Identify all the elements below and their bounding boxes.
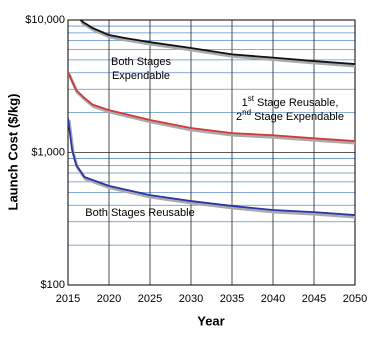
superscript: nd bbox=[242, 108, 251, 117]
annotation: Both Stages bbox=[111, 56, 171, 68]
annotation-text: 1 bbox=[242, 97, 248, 109]
x-tick-label: 2040 bbox=[261, 293, 285, 305]
annotation: 1st Stage Reusable, bbox=[242, 94, 339, 109]
superscript: st bbox=[248, 94, 255, 103]
annotation: Expendable bbox=[112, 70, 170, 82]
series-line bbox=[68, 71, 355, 142]
series-line bbox=[79, 20, 355, 65]
y-tick-label: $100 bbox=[41, 279, 65, 291]
x-tick-label: 2050 bbox=[343, 293, 367, 305]
y-axis-label: Launch Cost ($/kg) bbox=[5, 93, 20, 210]
x-tick-label: 2030 bbox=[179, 293, 203, 305]
y-tick-label: $1,000 bbox=[31, 146, 65, 158]
annotation-text: Expendable bbox=[112, 70, 170, 82]
x-tick-label: 2035 bbox=[220, 293, 244, 305]
series-group bbox=[68, 20, 355, 219]
y-tick-label: $10,000 bbox=[25, 14, 65, 26]
annotation: Both Stages Reusable bbox=[85, 207, 194, 219]
annotation-text: Stage Expendable bbox=[251, 111, 344, 123]
annotation-text: Both Stages bbox=[111, 56, 171, 68]
annotation-text: Both Stages Reusable bbox=[85, 207, 194, 219]
x-axis-label: Year bbox=[197, 313, 224, 328]
series-line bbox=[68, 117, 355, 216]
x-tick-label: 2020 bbox=[97, 293, 121, 305]
x-tick-label: 2045 bbox=[302, 293, 326, 305]
x-tick-label: 2025 bbox=[138, 293, 162, 305]
plot-border bbox=[67, 19, 356, 286]
x-tick-label: 2015 bbox=[56, 293, 80, 305]
line-shadow bbox=[80, 20, 355, 68]
annotation-text: Stage Reusable, bbox=[254, 97, 338, 109]
annotation: 2nd Stage Expendable bbox=[236, 108, 344, 123]
annotation-text: 2 bbox=[236, 111, 242, 123]
